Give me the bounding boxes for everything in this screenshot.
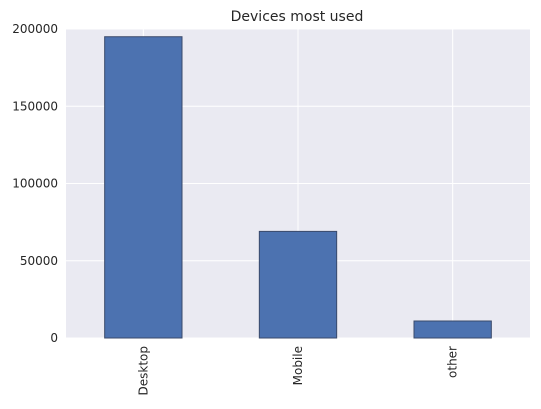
x-tick-label: other <box>446 346 460 378</box>
bars <box>104 36 492 339</box>
bar-desktop <box>104 36 183 339</box>
y-axis-ticks: 0 50000 100000 150000 200000 <box>12 22 58 345</box>
x-axis-ticks: Desktop Mobile other <box>136 346 459 396</box>
chart-title: Devices most used <box>231 9 364 25</box>
x-tick-label: Mobile <box>291 346 305 385</box>
x-tick-label: Desktop <box>136 346 150 396</box>
y-tick-label: 150000 <box>12 99 58 113</box>
y-tick-label: 200000 <box>12 22 58 36</box>
y-tick-label: 0 <box>50 331 58 345</box>
bar-other <box>413 320 492 339</box>
bar-mobile <box>258 230 338 339</box>
y-tick-label: 50000 <box>20 254 58 268</box>
y-tick-label: 100000 <box>12 177 58 191</box>
